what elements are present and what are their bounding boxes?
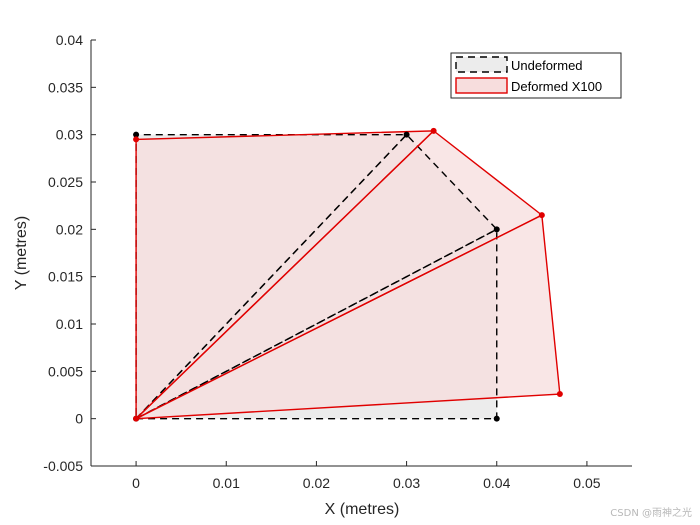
legend-label-deformed: Deformed X100 <box>511 79 602 94</box>
series-1-node-1 <box>556 391 563 398</box>
watermark: CSDN @雨神之光 <box>610 508 692 519</box>
x-tick-label-0: 0 <box>132 475 140 491</box>
y-tick-label-2: 0.005 <box>48 363 83 379</box>
series-1-element-fill-1 <box>136 130 542 419</box>
x-axis-ticks: 0 0.01 0.02 0.03 0.04 0.05 <box>132 461 601 491</box>
series-1-node-2 <box>538 212 545 219</box>
y-tick-label-0: -0.005 <box>43 458 83 474</box>
series-1-node-0 <box>133 415 140 422</box>
y-tick-label-3: 0.01 <box>56 316 83 332</box>
legend-swatch-undeformed <box>455 56 508 73</box>
x-tick-label-2: 0.02 <box>303 475 330 491</box>
x-tick-label-1: 0.01 <box>213 475 240 491</box>
legend: Undeformed Deformed X100 <box>450 52 622 99</box>
legend-label-undeformed: Undeformed <box>511 58 583 73</box>
series-1-element-fill-0 <box>136 215 560 419</box>
x-tick-label-4: 0.04 <box>483 475 510 491</box>
series-1-node-4 <box>133 136 140 143</box>
series-1-node-3 <box>430 127 437 134</box>
legend-swatch-deformed <box>455 77 508 94</box>
y-tick-label-1: 0 <box>75 411 83 427</box>
series-0-element-edge-0 <box>135 228 498 420</box>
series-0-node-3 <box>403 131 410 138</box>
series-0-node-4 <box>133 131 140 138</box>
plot-lines <box>135 129 561 421</box>
y-tick-label-5: 0.02 <box>56 221 83 237</box>
series-0-node-1 <box>493 415 500 422</box>
x-tick-label-3: 0.03 <box>393 475 420 491</box>
axes <box>90 40 632 467</box>
y-tick-label-4: 0.015 <box>48 269 83 285</box>
series-0-node-2 <box>493 226 500 233</box>
series-1-element-edge-2 <box>135 130 436 421</box>
y-tick-label-8: 0.035 <box>48 79 83 95</box>
plot-nodes <box>133 127 563 422</box>
x-axis-label: X (metres) <box>325 501 400 518</box>
y-tick-label-9: 0.04 <box>56 32 83 48</box>
y-axis-ticks: -0.005 0 0.005 0.01 0.015 0.02 0.025 0.03 0.035 0… <box>43 32 96 474</box>
y-tick-label-6: 0.025 <box>48 174 83 190</box>
y-tick-label-7: 0.03 <box>56 127 83 143</box>
x-tick-label-5: 0.05 <box>573 475 600 491</box>
y-axis-label: Y (metres) <box>13 216 30 290</box>
